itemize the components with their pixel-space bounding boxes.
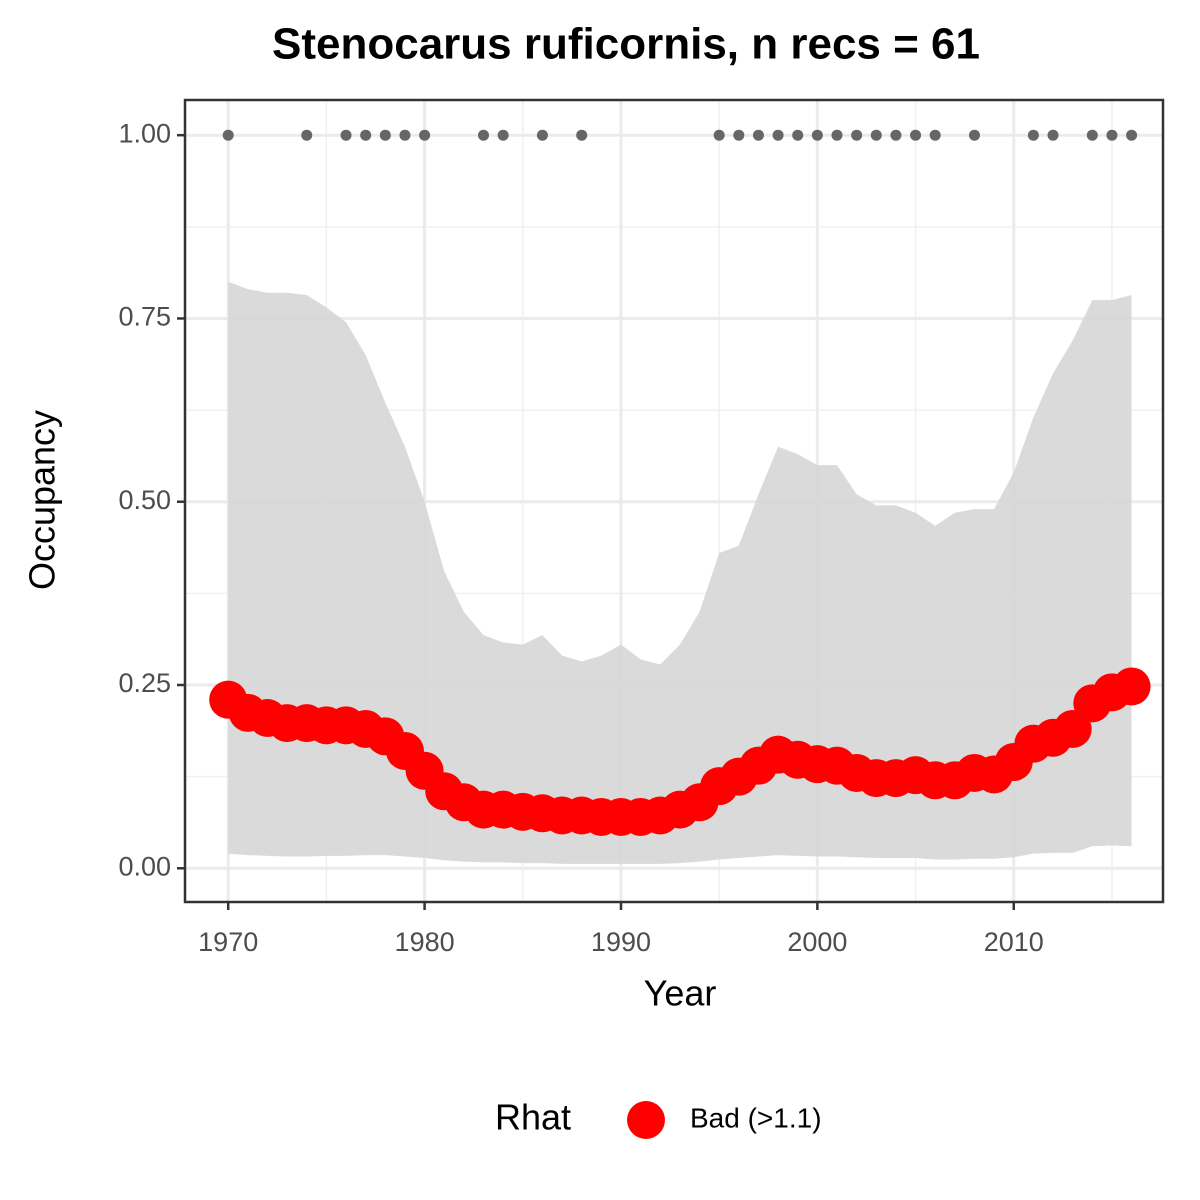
record-point bbox=[1086, 129, 1098, 141]
record-point bbox=[419, 129, 431, 141]
x-tick-label: 2000 bbox=[787, 927, 847, 957]
record-point bbox=[222, 129, 234, 141]
record-point bbox=[399, 129, 411, 141]
y-tick-label: 0.25 bbox=[118, 668, 171, 698]
record-point bbox=[851, 129, 863, 141]
record-point bbox=[536, 129, 548, 141]
y-axis-label: Occupancy bbox=[22, 410, 63, 590]
record-point bbox=[733, 129, 745, 141]
record-point bbox=[478, 129, 490, 141]
series-point bbox=[1053, 709, 1092, 748]
record-point bbox=[340, 129, 352, 141]
y-tick-label: 1.00 bbox=[118, 118, 171, 148]
record-point bbox=[1126, 129, 1138, 141]
record-point bbox=[713, 129, 725, 141]
record-point bbox=[576, 129, 588, 141]
confidence-band bbox=[228, 281, 1132, 864]
x-axis-label: Year bbox=[644, 973, 717, 1014]
record-point bbox=[968, 129, 980, 141]
record-point bbox=[811, 129, 823, 141]
record-point bbox=[301, 129, 313, 141]
record-point bbox=[792, 129, 804, 141]
record-point bbox=[497, 129, 509, 141]
y-tick-label: 0.00 bbox=[118, 851, 171, 881]
record-point bbox=[1106, 129, 1118, 141]
record-point bbox=[1027, 129, 1039, 141]
record-point bbox=[910, 129, 922, 141]
record-point bbox=[752, 129, 764, 141]
record-point bbox=[831, 129, 843, 141]
legend-label: Bad (>1.1) bbox=[690, 1102, 822, 1133]
record-point bbox=[772, 129, 784, 141]
x-tick-label: 1990 bbox=[591, 927, 651, 957]
record-point bbox=[360, 129, 372, 141]
chart-title: Stenocarus ruficornis, n recs = 61 bbox=[272, 20, 980, 69]
record-point bbox=[870, 129, 882, 141]
record-point bbox=[1047, 129, 1059, 141]
legend-marker bbox=[627, 1101, 665, 1139]
x-tick-label: 2010 bbox=[984, 927, 1044, 957]
x-tick-label: 1970 bbox=[198, 927, 258, 957]
x-tick-label: 1980 bbox=[395, 927, 455, 957]
y-tick-label: 0.75 bbox=[118, 302, 171, 332]
record-point bbox=[890, 129, 902, 141]
record-point bbox=[929, 129, 941, 141]
record-point bbox=[379, 129, 391, 141]
y-tick-label: 0.50 bbox=[118, 485, 171, 515]
legend-title: Rhat bbox=[495, 1097, 571, 1138]
series-point bbox=[1112, 667, 1151, 706]
